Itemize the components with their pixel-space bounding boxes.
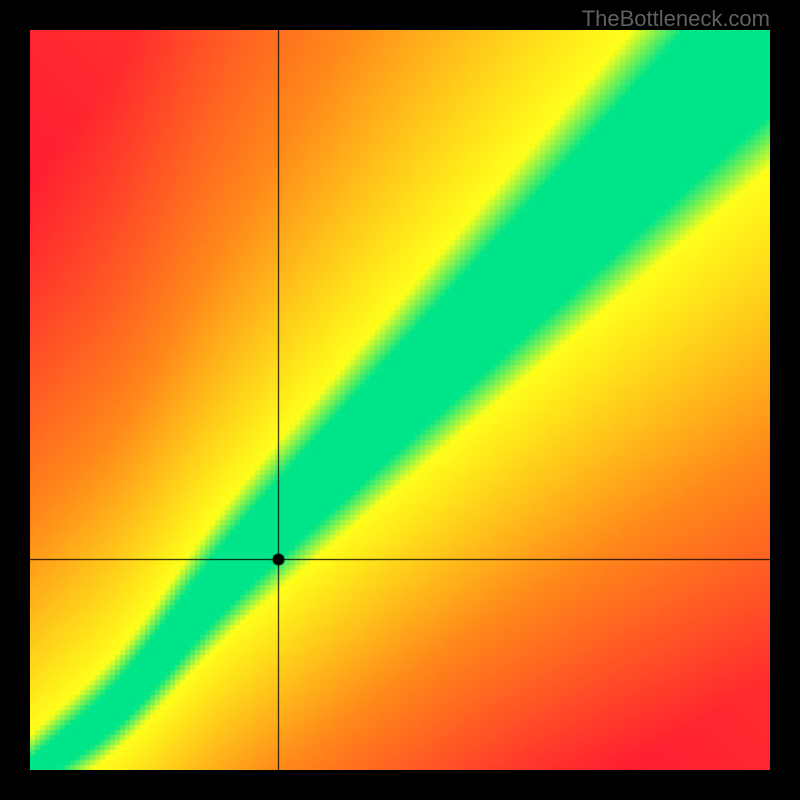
attribution-text: TheBottleneck.com — [582, 6, 770, 32]
chart-container: TheBottleneck.com — [0, 0, 800, 800]
plot-area — [30, 30, 770, 770]
heatmap-canvas — [30, 30, 770, 770]
